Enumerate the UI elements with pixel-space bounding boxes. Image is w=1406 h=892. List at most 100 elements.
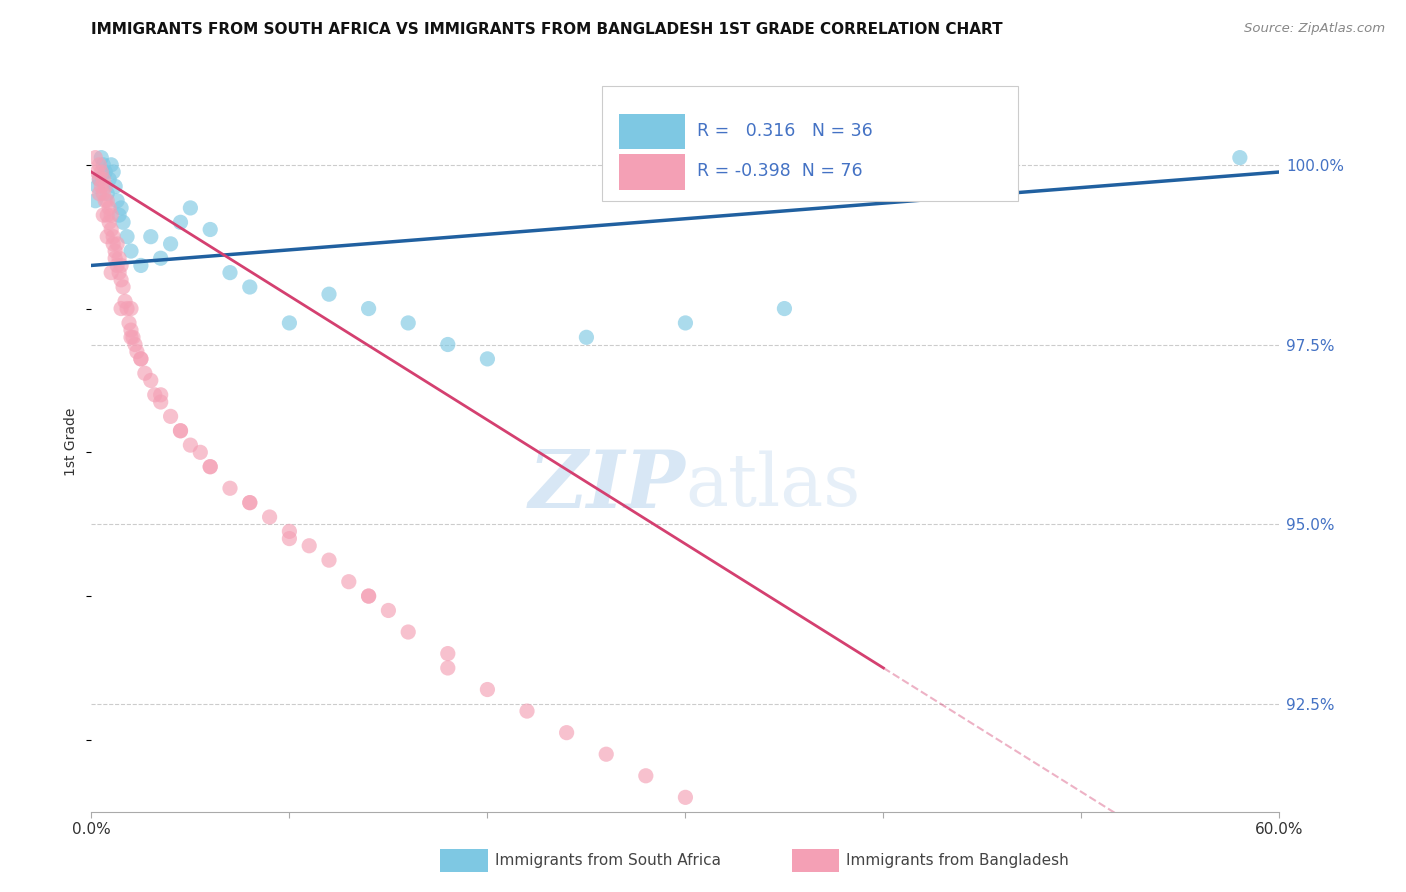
Point: [129, 259, 152, 273]
Point: [105, 259, 128, 273]
Point: [89, 186, 111, 201]
Point: [90, 165, 112, 179]
Point: [115, 229, 138, 244]
Point: [436, 661, 458, 675]
Point: [125, 344, 148, 359]
Point: [98, 172, 121, 186]
Point: [89, 158, 111, 172]
Point: [129, 351, 152, 366]
Y-axis label: 1st Grade: 1st Grade: [65, 408, 79, 475]
Point: [100, 222, 122, 236]
Point: [436, 647, 458, 661]
Text: R = -0.398  N = 76: R = -0.398 N = 76: [697, 162, 863, 180]
Text: Immigrants from Bangladesh: Immigrants from Bangladesh: [846, 854, 1069, 868]
Text: atlas: atlas: [685, 450, 860, 521]
Point: [94, 165, 117, 179]
Point: [108, 252, 131, 266]
Point: [120, 330, 142, 344]
Point: [477, 682, 499, 697]
Point: [96, 229, 118, 244]
Point: [773, 301, 796, 316]
Point: [139, 374, 162, 388]
FancyBboxPatch shape: [602, 87, 1018, 201]
Point: [198, 222, 221, 236]
Point: [337, 574, 360, 589]
Point: [139, 229, 162, 244]
Point: [101, 236, 124, 251]
Point: [91, 186, 114, 201]
Point: [179, 201, 201, 215]
Point: [477, 351, 499, 366]
Point: [436, 337, 458, 351]
Point: [101, 229, 124, 244]
Point: [516, 704, 538, 718]
Point: [98, 215, 121, 229]
Point: [188, 445, 211, 459]
Point: [94, 179, 117, 194]
Point: [357, 589, 380, 603]
Point: [198, 459, 221, 474]
Text: R =   0.316   N = 36: R = 0.316 N = 36: [697, 121, 873, 139]
Point: [169, 215, 191, 229]
Point: [89, 172, 111, 186]
Point: [104, 179, 127, 194]
Point: [91, 158, 114, 172]
Point: [115, 301, 138, 316]
Point: [129, 351, 152, 366]
Point: [114, 294, 136, 309]
Point: [159, 409, 181, 424]
Point: [555, 725, 578, 739]
Point: [198, 459, 221, 474]
Point: [101, 165, 124, 179]
Point: [259, 510, 281, 524]
Point: [169, 424, 191, 438]
Point: [377, 603, 399, 617]
Point: [100, 266, 122, 280]
Point: [110, 273, 132, 287]
Point: [112, 280, 135, 294]
FancyBboxPatch shape: [619, 113, 685, 149]
Point: [673, 790, 696, 805]
Point: [134, 366, 156, 380]
Text: Immigrants from South Africa: Immigrants from South Africa: [495, 854, 721, 868]
Point: [96, 208, 118, 222]
Point: [94, 194, 117, 208]
FancyBboxPatch shape: [619, 154, 685, 190]
Point: [298, 539, 321, 553]
Point: [239, 280, 262, 294]
Point: [84, 194, 107, 208]
Point: [357, 301, 380, 316]
Point: [110, 259, 132, 273]
Point: [90, 179, 112, 194]
Point: [673, 316, 696, 330]
Point: [86, 165, 108, 179]
Point: [120, 323, 142, 337]
Point: [149, 388, 172, 402]
Point: [91, 172, 114, 186]
Point: [278, 524, 301, 539]
Point: [98, 201, 121, 215]
Point: [90, 151, 112, 165]
Text: IMMIGRANTS FROM SOUTH AFRICA VS IMMIGRANTS FROM BANGLADESH 1ST GRADE CORRELATION: IMMIGRANTS FROM SOUTH AFRICA VS IMMIGRAN…: [91, 22, 1002, 37]
Point: [169, 424, 191, 438]
Point: [100, 158, 122, 172]
Point: [159, 236, 181, 251]
Point: [105, 194, 128, 208]
Point: [110, 201, 132, 215]
Point: [104, 244, 127, 258]
Point: [239, 495, 262, 509]
Point: [219, 481, 242, 495]
Point: [396, 625, 419, 640]
Point: [219, 266, 242, 280]
Point: [124, 337, 146, 351]
Point: [120, 244, 142, 258]
Point: [122, 330, 145, 344]
Text: ZIP: ZIP: [529, 447, 685, 524]
Point: [179, 438, 201, 452]
Point: [1229, 151, 1251, 165]
Point: [86, 179, 108, 194]
Point: [357, 589, 380, 603]
Point: [100, 208, 122, 222]
Point: [96, 186, 118, 201]
Point: [105, 236, 128, 251]
